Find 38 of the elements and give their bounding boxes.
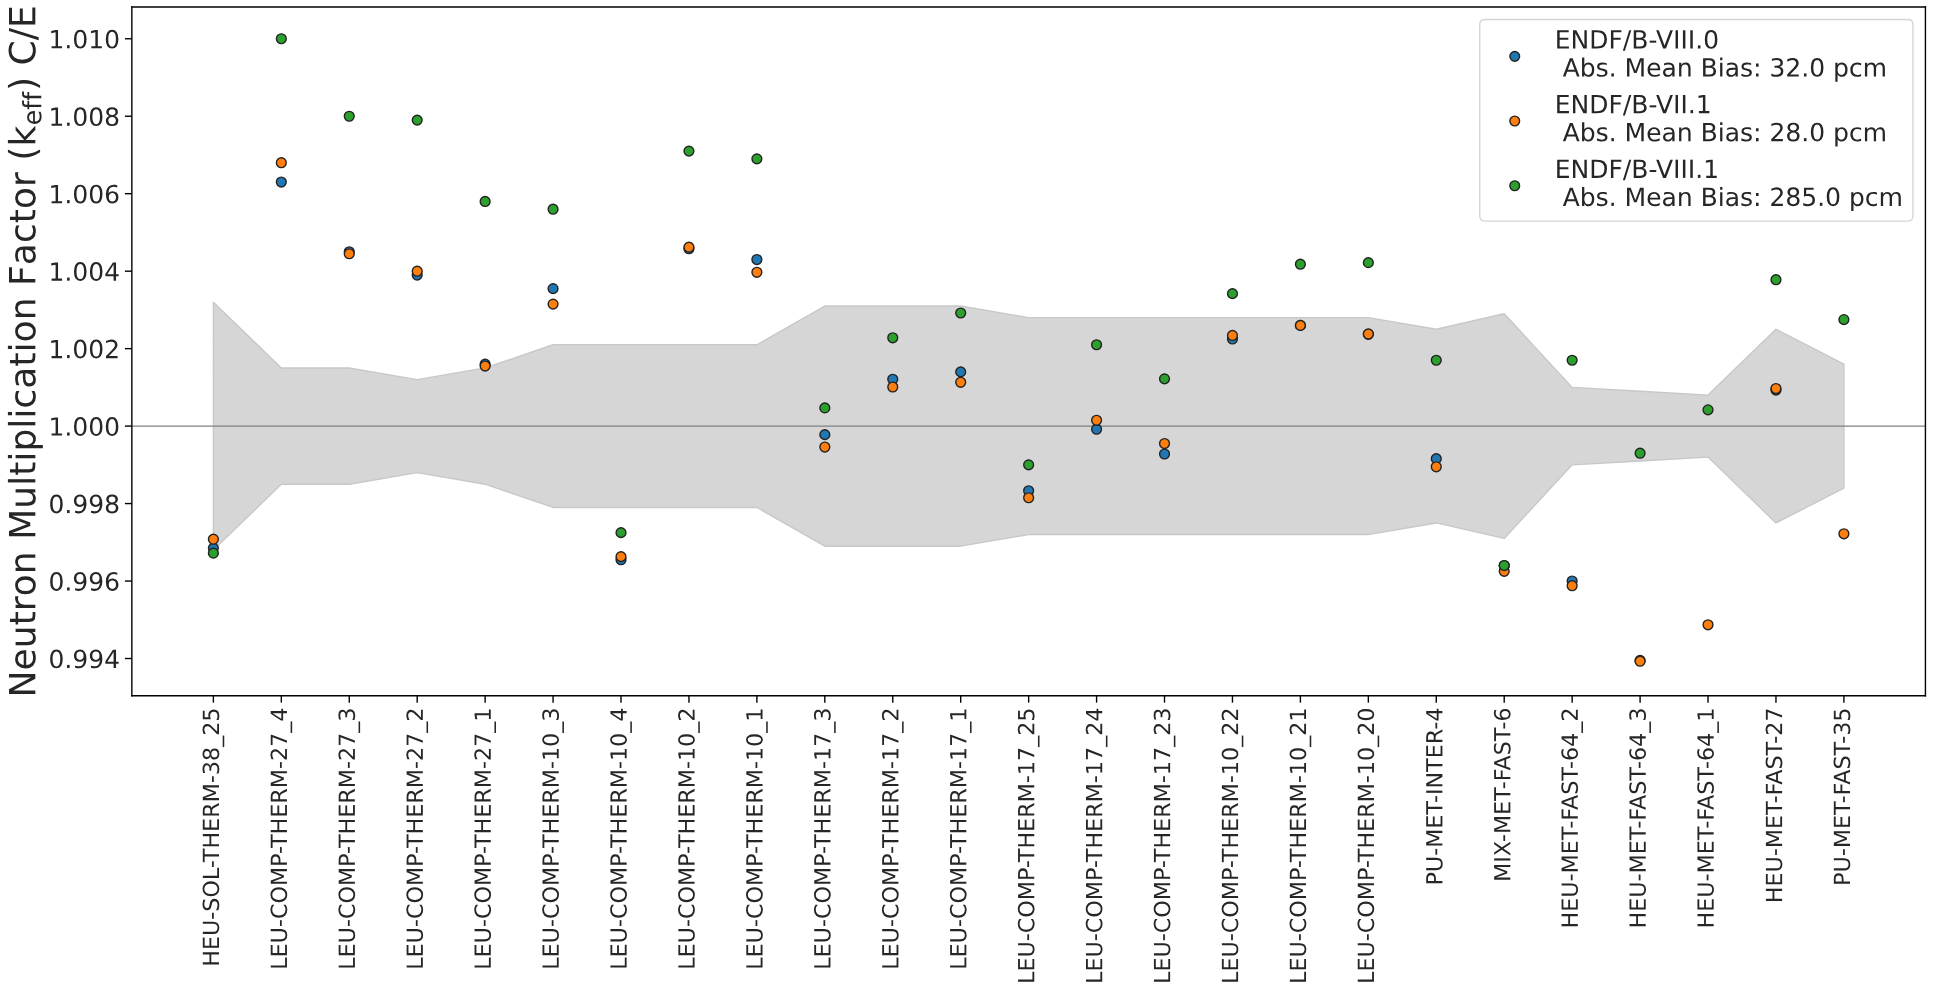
y-tick-label: 1.004 xyxy=(51,262,119,282)
y-tick-label: 1.008 xyxy=(51,107,119,127)
x-tick-label: LEU-COMP-THERM-27_1 xyxy=(474,709,496,968)
x-tick-label: PU-MET-INTER-4 xyxy=(1426,708,1443,884)
y-tick-label: 1.000 xyxy=(51,417,119,436)
y-axis-title: Neutron Multiplication Factor (k$_{eff}$) C/E xyxy=(7,7,43,694)
x-tick-label: HEU-MET-FAST-27 xyxy=(1765,709,1783,902)
y-tick-label: 1.006 xyxy=(51,184,119,204)
x-tick-label: LEU-COMP-THERM-17_1 xyxy=(949,709,972,968)
x-tick-label: HEU-MET-FAST-64_3 xyxy=(1629,709,1651,927)
x-tick-label: LEU-COMP-THERM-17_2 xyxy=(881,709,904,968)
x-tick-label: HEU-MET-FAST-64_2 xyxy=(1561,709,1584,927)
x-tick-label: LEU-COMP-THERM-27_3 xyxy=(338,709,361,968)
legend-label: ENDF/B-VIII.1 Abs. Mean Bias: 285.0 pcm xyxy=(1557,159,1901,212)
y-tick-label: 0.994 xyxy=(50,649,119,669)
x-tick-label: LEU-COMP-THERM-17_3 xyxy=(813,709,836,968)
x-tick-label: LEU-COMP-THERM-27_2 xyxy=(406,709,429,968)
x-tick-label: PU-MET-FAST-35 xyxy=(1833,709,1851,884)
legend-label: ENDF/B-VII.1 Abs. Mean Bias: 28.0 pcm xyxy=(1557,94,1885,147)
x-tick-label: LEU-COMP-THERM-27_4 xyxy=(270,708,293,968)
x-tick-label: LEU-COMP-THERM-10_22 xyxy=(1221,709,1244,982)
y-tick-label: 0.998 xyxy=(50,494,119,514)
x-tick-label: LEU-COMP-THERM-17_23 xyxy=(1153,709,1176,982)
x-tick-label: LEU-COMP-THERM-10_2 xyxy=(678,709,700,968)
x-tick-label: MIX-MET-FAST-6 xyxy=(1493,708,1511,880)
y-tick-label: 0.996 xyxy=(50,571,119,591)
x-tick-label: LEU-COMP-THERM-10_4 xyxy=(610,708,632,968)
x-tick-label: LEU-COMP-THERM-17_25 xyxy=(1017,709,1040,982)
x-tick-label: LEU-COMP-THERM-10_1 xyxy=(746,709,768,968)
x-tick-label: LEU-COMP-THERM-10_3 xyxy=(542,709,564,968)
legend-label: ENDF/B-VIII.0 Abs. Mean Bias: 32.0 pcm xyxy=(1557,29,1885,82)
x-tick-label: LEU-COMP-THERM-10_21 xyxy=(1289,709,1312,982)
y-tick-label: 1.002 xyxy=(51,339,118,359)
x-tick-label: HEU-MET-FAST-64_1 xyxy=(1697,709,1719,927)
x-tick-label: LEU-COMP-THERM-17_24 xyxy=(1085,708,1108,982)
x-tick-label: LEU-COMP-THERM-10_20 xyxy=(1357,708,1380,982)
x-tick-label: HEU-SOL-THERM-38_25 xyxy=(202,709,225,965)
y-tick-label: 1.010 xyxy=(51,29,119,49)
